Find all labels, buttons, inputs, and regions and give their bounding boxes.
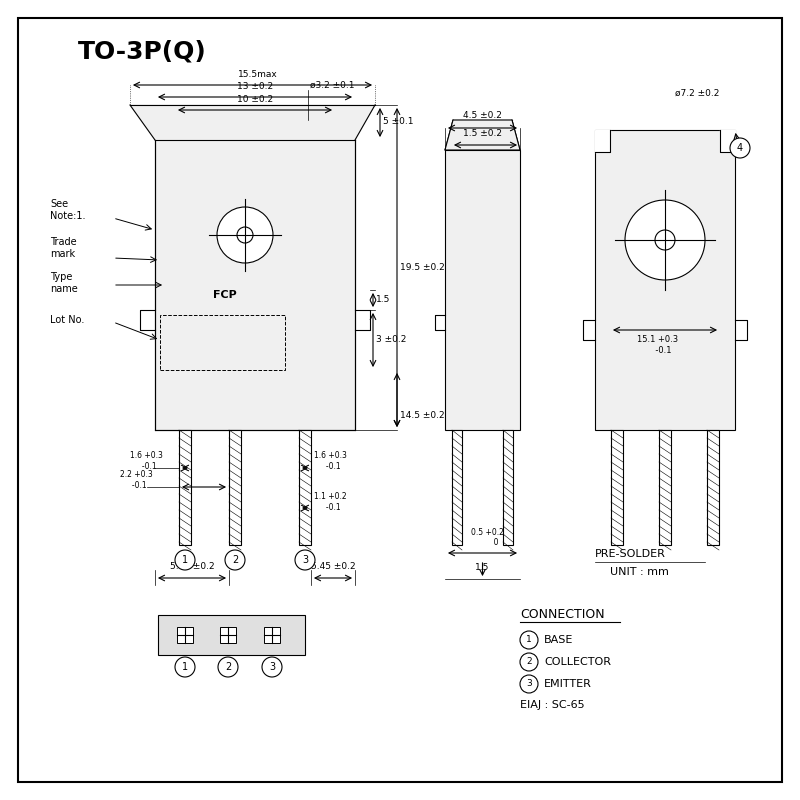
Text: 1.6 +0.3
     -0.1: 1.6 +0.3 -0.1 bbox=[314, 451, 347, 470]
Text: 3: 3 bbox=[269, 662, 275, 672]
Text: 19.5 ±0.2: 19.5 ±0.2 bbox=[400, 262, 445, 271]
Text: EIAJ : SC-65: EIAJ : SC-65 bbox=[520, 700, 585, 710]
Circle shape bbox=[237, 227, 253, 243]
Text: TO-3P(Q): TO-3P(Q) bbox=[78, 39, 206, 63]
Text: 1: 1 bbox=[182, 662, 188, 672]
Text: EMITTER: EMITTER bbox=[544, 679, 592, 689]
Text: 1: 1 bbox=[526, 635, 532, 645]
Bar bbox=[158, 615, 305, 655]
Text: 5.45 ±0.2: 5.45 ±0.2 bbox=[170, 562, 214, 571]
Text: 2: 2 bbox=[232, 555, 238, 565]
Circle shape bbox=[520, 631, 538, 649]
Text: PRE-SOLDER: PRE-SOLDER bbox=[595, 549, 666, 559]
Text: FCP: FCP bbox=[213, 290, 237, 300]
Text: 3 ±0.2: 3 ±0.2 bbox=[376, 335, 406, 345]
Text: ø7.2 ±0.2: ø7.2 ±0.2 bbox=[675, 89, 719, 98]
Bar bbox=[229, 430, 241, 545]
Text: 1.5: 1.5 bbox=[475, 563, 490, 572]
Circle shape bbox=[295, 550, 315, 570]
Polygon shape bbox=[445, 120, 520, 150]
Text: 1: 1 bbox=[182, 555, 188, 565]
Text: Type
name: Type name bbox=[50, 272, 78, 294]
Circle shape bbox=[655, 230, 675, 250]
Polygon shape bbox=[595, 130, 610, 152]
Text: 5 ±0.1: 5 ±0.1 bbox=[383, 118, 414, 126]
Circle shape bbox=[262, 657, 282, 677]
Circle shape bbox=[175, 550, 195, 570]
Text: 2: 2 bbox=[225, 662, 231, 672]
Text: 13 ±0.2: 13 ±0.2 bbox=[237, 82, 273, 91]
Bar bbox=[220, 627, 236, 643]
Bar bbox=[611, 430, 623, 545]
Text: 3: 3 bbox=[526, 679, 532, 689]
Text: 0.5 +0.2
       0: 0.5 +0.2 0 bbox=[471, 528, 504, 547]
Bar bbox=[264, 627, 280, 643]
Text: ø3.2 ±0.1: ø3.2 ±0.1 bbox=[310, 81, 354, 90]
Text: 14.5 ±0.2: 14.5 ±0.2 bbox=[400, 410, 445, 419]
Text: CONNECTION: CONNECTION bbox=[520, 608, 605, 621]
Bar bbox=[707, 430, 719, 545]
Text: 1.5 ±0.2: 1.5 ±0.2 bbox=[463, 129, 502, 138]
Text: 15.1 +0.3
       -0.1: 15.1 +0.3 -0.1 bbox=[637, 335, 678, 354]
Circle shape bbox=[175, 657, 195, 677]
Text: COLLECTOR: COLLECTOR bbox=[544, 657, 611, 667]
Polygon shape bbox=[130, 105, 375, 140]
Text: 1.6 +0.3
     -0.1: 1.6 +0.3 -0.1 bbox=[130, 451, 163, 470]
Text: 2.2 +0.3
     -0.1: 2.2 +0.3 -0.1 bbox=[120, 470, 153, 490]
Circle shape bbox=[520, 653, 538, 671]
Circle shape bbox=[625, 200, 705, 280]
Circle shape bbox=[730, 138, 750, 158]
Text: 4.5 ±0.2: 4.5 ±0.2 bbox=[463, 111, 502, 120]
Text: 1.1 +0.2
     -0.1: 1.1 +0.2 -0.1 bbox=[314, 492, 346, 512]
Bar bbox=[179, 430, 191, 545]
Circle shape bbox=[520, 675, 538, 693]
Text: Trade
mark: Trade mark bbox=[50, 238, 77, 258]
Text: 3: 3 bbox=[302, 555, 308, 565]
Bar bbox=[177, 627, 193, 643]
Bar bbox=[503, 430, 513, 545]
Bar bbox=[659, 430, 671, 545]
Text: 15.5max: 15.5max bbox=[238, 70, 278, 79]
Text: 10 ±0.2: 10 ±0.2 bbox=[237, 95, 273, 104]
Text: 4: 4 bbox=[737, 143, 743, 153]
Bar bbox=[445, 150, 520, 430]
Circle shape bbox=[217, 207, 273, 263]
Circle shape bbox=[225, 550, 245, 570]
Text: Lot No.: Lot No. bbox=[50, 315, 84, 325]
Text: 5.45 ±0.2: 5.45 ±0.2 bbox=[310, 562, 355, 571]
Bar bbox=[155, 130, 355, 430]
Circle shape bbox=[218, 657, 238, 677]
Bar bbox=[299, 430, 311, 545]
Bar bbox=[595, 130, 735, 430]
Text: 2: 2 bbox=[526, 658, 532, 666]
Text: 1.5: 1.5 bbox=[376, 295, 390, 305]
Text: UNIT : mm: UNIT : mm bbox=[610, 567, 669, 577]
Bar bbox=[452, 430, 462, 545]
Polygon shape bbox=[720, 130, 735, 152]
Bar bbox=[160, 315, 285, 370]
Text: See
Note:1.: See Note:1. bbox=[50, 199, 86, 221]
Text: BASE: BASE bbox=[544, 635, 574, 645]
